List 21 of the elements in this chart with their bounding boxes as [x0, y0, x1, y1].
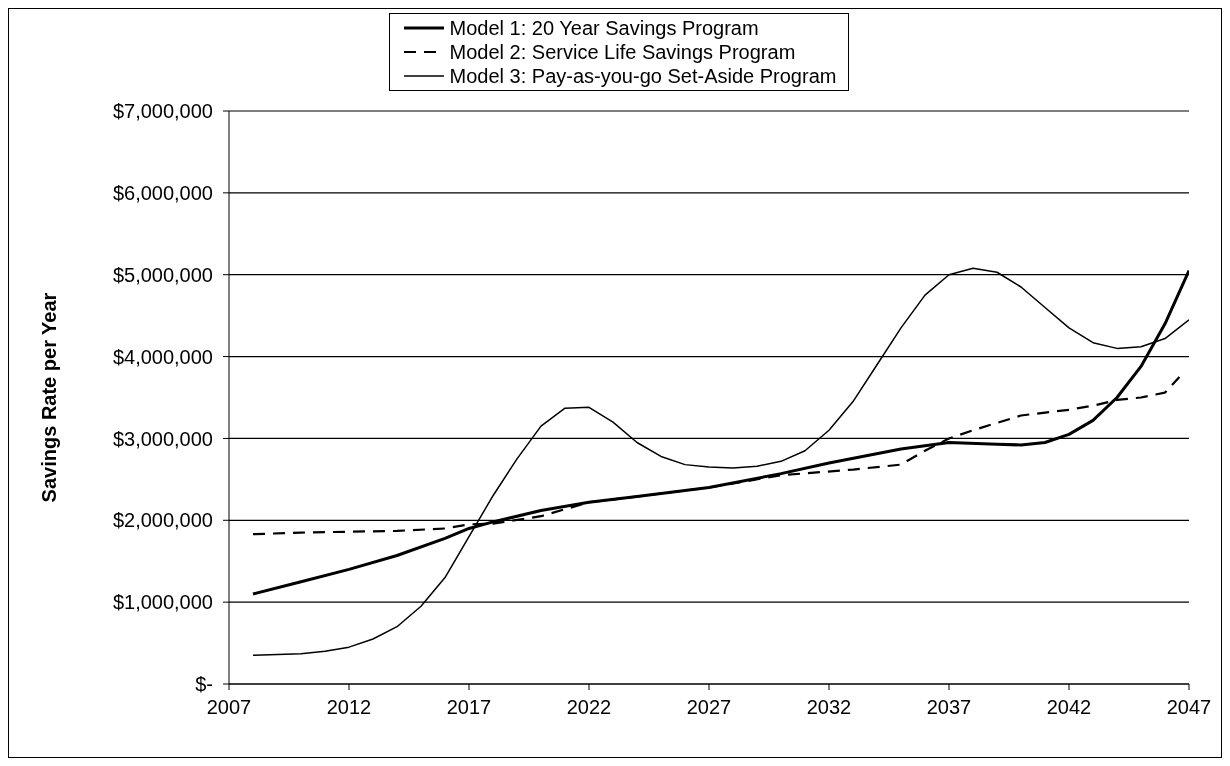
x-tick-label: 2042 — [1046, 696, 1092, 719]
legend-label: Model 1: 20 Year Savings Program — [449, 16, 759, 40]
y-tick-label: $5,000,000 — [112, 263, 213, 286]
x-tick-label: 2032 — [806, 696, 852, 719]
y-tick-label: $1,000,000 — [112, 591, 213, 614]
y-tick-label: $4,000,000 — [112, 345, 213, 368]
x-tick-label: 2047 — [1166, 696, 1212, 719]
y-tick-label: $6,000,000 — [112, 181, 213, 204]
x-tick-label: 2012 — [326, 696, 372, 719]
legend-label: Model 3: Pay-as-you-go Set-Aside Program — [449, 64, 837, 88]
legend-label: Model 2: Service Life Savings Program — [449, 40, 796, 64]
y-tick-label: $- — [195, 673, 213, 696]
x-tick-label: 2007 — [206, 696, 252, 719]
y-axis-title: Savings Rate per Year — [38, 292, 61, 503]
y-tick-label: $2,000,000 — [112, 509, 213, 532]
x-tick-label: 2027 — [686, 696, 732, 719]
y-tick-label: $7,000,000 — [112, 100, 213, 123]
x-tick-label: 2037 — [926, 696, 972, 719]
y-tick-label: $3,000,000 — [112, 427, 213, 450]
x-tick-label: 2017 — [446, 696, 492, 719]
x-tick-label: 2022 — [566, 696, 612, 719]
